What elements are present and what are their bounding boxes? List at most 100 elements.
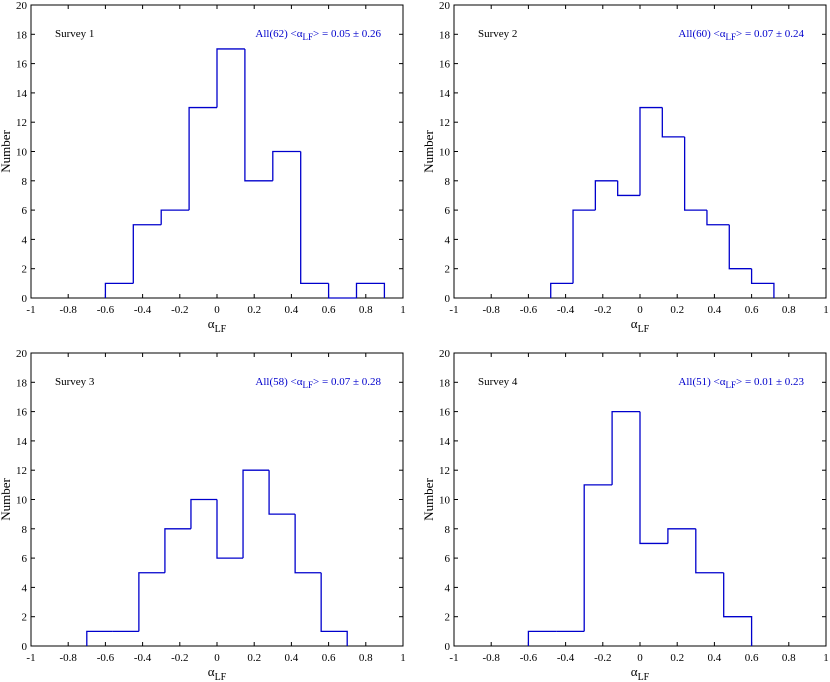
- x-tick-label: -1: [26, 304, 35, 316]
- histogram-bin: [617, 180, 640, 197]
- x-tick-label: -0.8: [59, 304, 77, 316]
- histogram-bin: [244, 48, 273, 182]
- x-tick-label: -1: [449, 304, 458, 316]
- x-tick-label: -0.4: [134, 652, 152, 664]
- y-tick-label: 14: [439, 436, 451, 448]
- y-tick-label: 16: [16, 59, 28, 71]
- y-axis-title: Number: [421, 478, 436, 521]
- stat-value: > = 0.07 ± 0.28: [313, 376, 381, 388]
- y-axis-title: Number: [0, 130, 13, 173]
- y-tick-label: 18: [439, 377, 451, 389]
- panel-title: Survey 2: [478, 28, 517, 40]
- histogram-bin: [583, 484, 613, 632]
- y-tick-label: 6: [22, 553, 28, 565]
- x-tick-label: -0.8: [59, 652, 77, 664]
- y-tick-label: 18: [16, 377, 28, 389]
- x-tick-label: -0.2: [594, 652, 611, 664]
- histogram-bin: [132, 224, 162, 284]
- y-tick-label: 2: [22, 612, 28, 624]
- stat-annotation: All(60) <αLF> = 0.07 ± 0.24: [678, 28, 804, 42]
- x-tick-label: 1: [400, 652, 406, 664]
- y-tick-label: 10: [439, 147, 451, 159]
- x-tick-label: 0.4: [708, 304, 722, 316]
- stat-subscript: LF: [303, 380, 314, 390]
- stat-value: > = 0.05 ± 0.26: [313, 28, 381, 40]
- stat-symbol: α: [720, 376, 726, 388]
- stat-value: > = 0.01 ± 0.23: [736, 376, 804, 388]
- stat-subscript: LF: [726, 32, 737, 42]
- y-tick-label: 20: [439, 348, 451, 360]
- x-tick-label: 0.8: [359, 304, 373, 316]
- histogram-bin: [667, 528, 696, 544]
- y-tick-label: 4: [445, 234, 451, 246]
- histogram-bin: [572, 209, 596, 284]
- panel-survey-3: -1 -0.8 -0.6 -0.4 -0.2 0 0.2 0.4 0.6 0.8 102468101…: [0, 348, 406, 682]
- histogram-bin: [723, 572, 753, 646]
- stat-symbol: α: [297, 28, 303, 40]
- y-tick-label: 18: [16, 29, 28, 41]
- panel-title: Survey 3: [55, 376, 95, 388]
- x-tick-label: 0.6: [745, 304, 759, 316]
- histogram-bin: [160, 209, 190, 225]
- stat-count: All(51) <: [678, 376, 719, 388]
- y-tick-label: 12: [439, 117, 450, 129]
- histogram-bin: [294, 514, 322, 574]
- panel-survey-4: -1 -0.8 -0.6 -0.4 -0.2 0 0.2 0.4 0.6 0.8 102468101…: [421, 348, 829, 682]
- histogram-bin: [268, 470, 296, 515]
- x-tick-label: 0: [214, 304, 220, 316]
- y-tick-label: 18: [439, 29, 451, 41]
- y-tick-label: 2: [445, 612, 451, 624]
- x-tick-label: -0.6: [97, 304, 115, 316]
- y-tick-label: 16: [439, 59, 451, 71]
- panel-survey-2: -1 -0.8 -0.6 -0.4 -0.2 0 0.2 0.4 0.6 0.8 102468101…: [421, 0, 829, 335]
- histogram-series: [550, 106, 775, 298]
- histogram-series: [527, 410, 753, 646]
- x-axis-title: αLF: [631, 316, 650, 335]
- histogram-bin: [639, 411, 668, 545]
- x-tick-label: 0.2: [670, 652, 684, 664]
- x-tick-label: 0: [214, 652, 220, 664]
- stat-annotation: All(51) <αLF> = 0.01 ± 0.23: [678, 376, 804, 390]
- x-tick-label: -0.4: [134, 304, 152, 316]
- stat-symbol: α: [720, 28, 726, 40]
- x-tick-label: -0.4: [557, 304, 575, 316]
- y-tick-label: 8: [22, 524, 28, 536]
- x-tick-label: -0.2: [594, 304, 611, 316]
- panel-survey-1: -1 -0.8 -0.6 -0.4 -0.2 0 0.2 0.4 0.6 0.8 102468101…: [0, 0, 406, 335]
- x-tick-label: -0.4: [557, 652, 575, 664]
- x-tick-label: -0.2: [171, 652, 188, 664]
- x-tick-label: 0.8: [782, 652, 796, 664]
- x-tick-label: 0.6: [322, 304, 336, 316]
- histogram-bin: [550, 282, 574, 298]
- x-tick-label: 0.2: [670, 304, 684, 316]
- histogram-bin: [527, 630, 557, 646]
- x-tick-label: 0.6: [322, 652, 336, 664]
- x-tick-label: -1: [449, 652, 458, 664]
- histogram-bin: [695, 528, 724, 574]
- y-axis-title: Number: [421, 130, 436, 173]
- x-tick-label: 0.6: [745, 652, 759, 664]
- y-tick-label: 6: [445, 205, 451, 217]
- y-tick-label: 10: [439, 495, 451, 507]
- y-tick-label: 14: [16, 436, 28, 448]
- histogram-bin: [728, 224, 752, 270]
- y-axis-title: Number: [0, 478, 13, 521]
- y-tick-label: 0: [445, 293, 451, 305]
- histogram-bin: [706, 210, 730, 226]
- x-tick-label: -0.6: [520, 304, 538, 316]
- y-tick-label: 20: [16, 348, 28, 360]
- histogram-bin: [188, 106, 217, 211]
- histogram-bin: [683, 136, 707, 211]
- y-tick-label: 0: [445, 641, 451, 653]
- histogram-series: [86, 469, 348, 646]
- histogram-bin: [594, 180, 618, 211]
- y-tick-label: 4: [22, 234, 28, 246]
- histogram-bin: [639, 106, 663, 196]
- y-tick-label: 0: [22, 293, 28, 305]
- y-tick-label: 16: [439, 407, 451, 419]
- stat-count: All(58) <: [255, 376, 296, 388]
- x-tick-label: 0.4: [708, 652, 722, 664]
- y-tick-label: 6: [22, 205, 28, 217]
- y-tick-label: 2: [445, 264, 451, 276]
